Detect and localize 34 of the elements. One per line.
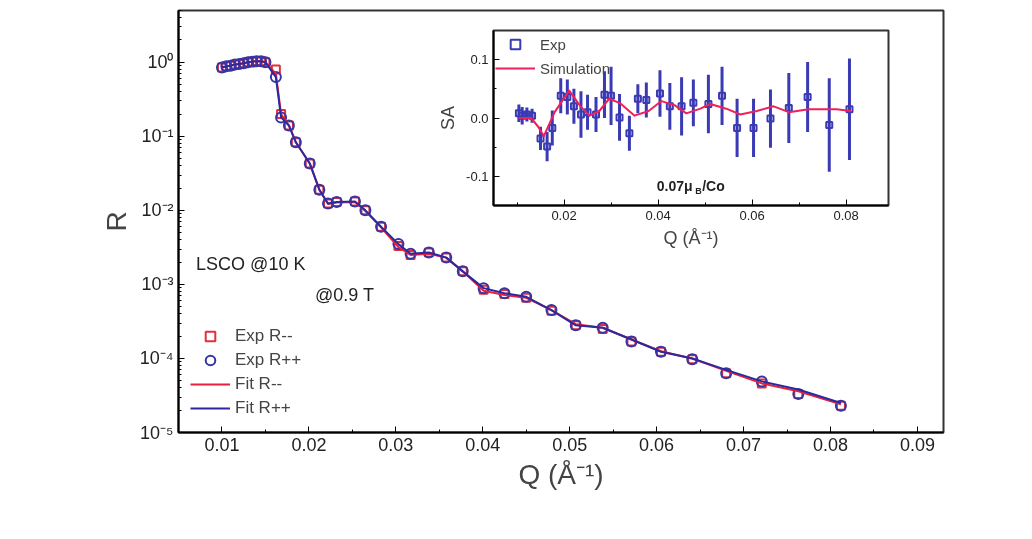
- x-tick-label: 0.04: [645, 207, 671, 223]
- x-tick-label: 0.02: [291, 434, 327, 455]
- y-tick-label: 10⁰: [147, 52, 174, 73]
- y-tick-label: 10⁻¹: [141, 126, 174, 147]
- x-tick-label: 0.01: [204, 434, 240, 455]
- y-tick-label: 10⁻⁴: [139, 348, 174, 369]
- legend-label: Exp R++: [235, 349, 302, 371]
- y-tick-label: 0.1: [470, 52, 489, 68]
- legend-label: Exp R--: [235, 325, 293, 347]
- y-axis-title: R: [100, 211, 132, 232]
- x-tick-label: 0.04: [465, 434, 501, 455]
- x-axis-title: Q (Å⁻¹): [663, 227, 719, 248]
- x-tick-label: 0.09: [899, 434, 935, 455]
- annotation: @0.9 T: [314, 285, 374, 306]
- y-axis-title: SA: [438, 105, 459, 131]
- annotation: LSCO @10 K: [196, 253, 306, 274]
- x-tick-label: 0.05: [552, 434, 588, 455]
- x-axis-title: Q (Å⁻¹): [518, 458, 604, 490]
- x-tick-label: 0.06: [739, 207, 765, 223]
- y-tick-label: 10⁻³: [141, 274, 174, 295]
- x-tick-label: 0.08: [833, 207, 859, 223]
- x-tick-label: 0.08: [812, 434, 849, 455]
- x-tick-label: 0.07: [726, 434, 762, 455]
- y-tick-label: -0.1: [466, 168, 489, 184]
- legend-label: Fit R++: [235, 397, 291, 419]
- y-tick-label: 10⁻⁵: [140, 422, 174, 443]
- legend-label: Simulation: [540, 58, 611, 79]
- legend-label: Exp: [540, 34, 566, 55]
- x-tick-label: 0.06: [639, 434, 675, 455]
- x-tick-label: 0.02: [551, 207, 577, 223]
- x-tick-label: 0.03: [378, 434, 414, 455]
- y-tick-label: 0.0: [470, 110, 489, 126]
- legend-label: Fit R--: [235, 373, 283, 395]
- y-tick-label: 10⁻²: [141, 200, 174, 221]
